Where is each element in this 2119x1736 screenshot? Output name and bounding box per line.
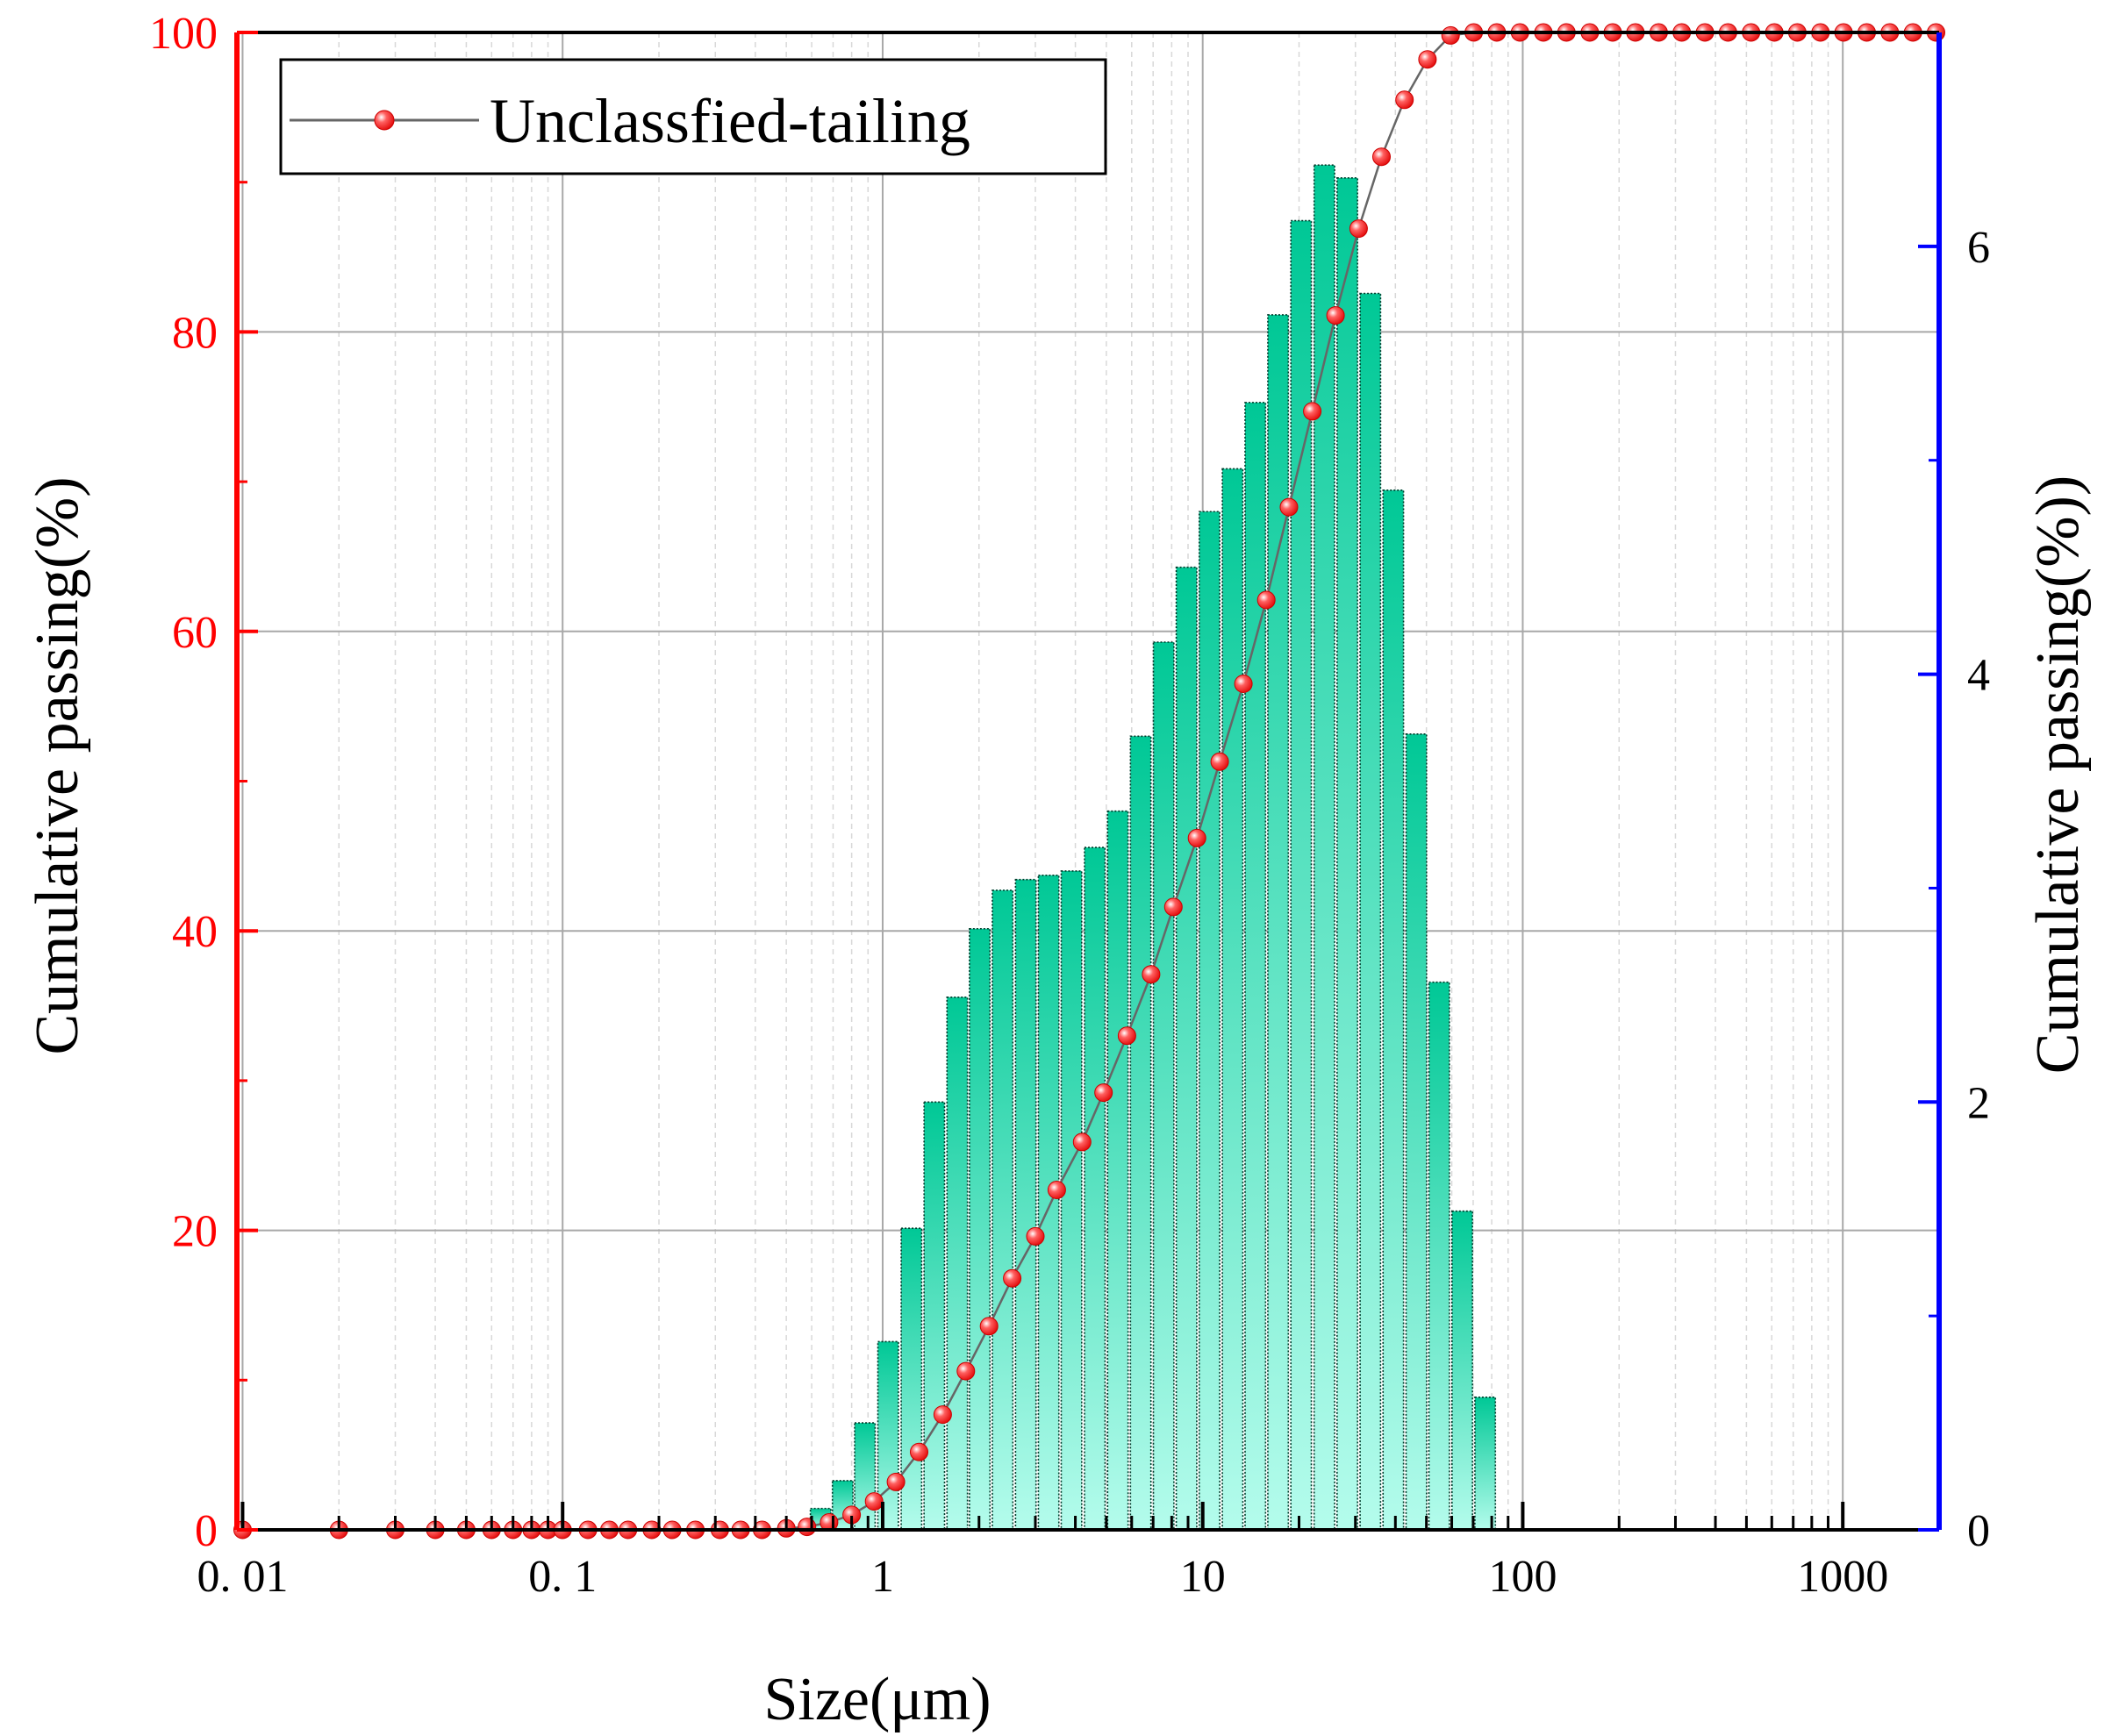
- data-point: [1026, 1226, 1045, 1246]
- data-point: [1094, 1083, 1113, 1103]
- data-point: [933, 1405, 952, 1425]
- bar: [1084, 847, 1106, 1531]
- data-point: [1142, 965, 1161, 984]
- bar: [1428, 981, 1450, 1531]
- bar: [1152, 641, 1175, 1531]
- bar: [1175, 566, 1198, 1531]
- right-tick-label: 6: [1967, 223, 1990, 273]
- data-point: [1303, 402, 1322, 421]
- data-point: [1234, 675, 1253, 693]
- data-point: [1372, 147, 1391, 167]
- data-point: [798, 1518, 817, 1537]
- right-tick-label: 4: [1967, 651, 1990, 701]
- data-point: [1210, 752, 1229, 771]
- data-point: [1163, 897, 1183, 917]
- bar: [923, 1101, 946, 1531]
- bar: [1037, 874, 1060, 1531]
- legend-box: [279, 58, 1107, 175]
- bar: [1060, 870, 1083, 1531]
- bar: [1359, 292, 1382, 1531]
- data-point: [886, 1472, 906, 1491]
- bar: [1313, 164, 1335, 1531]
- legend-marker: [374, 110, 395, 131]
- bar: [1336, 177, 1358, 1531]
- data-point: [910, 1442, 928, 1461]
- x-tick-label: 0. 1: [528, 1552, 597, 1602]
- data-point: [1395, 90, 1414, 110]
- bar: [1267, 314, 1290, 1531]
- x-tick-label: 100: [1488, 1552, 1557, 1602]
- data-point: [1441, 25, 1460, 45]
- bar-series: [809, 164, 1497, 1531]
- data-point: [956, 1361, 976, 1381]
- bar: [1474, 1397, 1497, 1531]
- left-tick-label: 80: [172, 308, 218, 358]
- right-tick-label: 2: [1967, 1078, 1990, 1128]
- x-axis-title: Size(μm): [763, 1666, 991, 1733]
- bar: [1014, 878, 1037, 1531]
- x-tick-label: 1: [871, 1552, 894, 1602]
- bar: [1129, 735, 1152, 1531]
- left-tick-label: 0: [195, 1506, 218, 1556]
- data-point: [1349, 219, 1368, 239]
- bar: [1221, 468, 1244, 1531]
- x-tick-label: 1000: [1797, 1552, 1888, 1602]
- left-tick-label: 100: [149, 9, 218, 59]
- data-point: [1072, 1132, 1092, 1152]
- data-point: [1279, 497, 1299, 517]
- bar: [1382, 489, 1405, 1531]
- right-tick-label: 0: [1967, 1506, 1990, 1556]
- data-point: [1117, 1026, 1136, 1046]
- legend-label: Unclassfied-tailing: [490, 86, 970, 156]
- data-point: [1003, 1268, 1022, 1288]
- bar: [1405, 733, 1428, 1531]
- bar: [946, 996, 969, 1531]
- data-point: [1326, 306, 1345, 325]
- x-tick-label: 10: [1180, 1552, 1226, 1602]
- left-tick-label: 40: [172, 907, 218, 957]
- data-point: [979, 1317, 999, 1336]
- legend: Unclassfied-tailing: [279, 58, 1107, 175]
- bar: [991, 889, 1014, 1531]
- bar: [1106, 810, 1129, 1531]
- x-tick-label: 0. 01: [197, 1552, 288, 1602]
- data-point: [864, 1492, 884, 1511]
- data-point: [1256, 590, 1276, 610]
- data-point: [1187, 828, 1206, 847]
- bar: [1244, 402, 1267, 1531]
- bar: [1198, 511, 1221, 1531]
- left-tick-label: 60: [172, 608, 218, 658]
- left-y-axis-title: Cumulative passing(%): [24, 476, 91, 1054]
- data-point: [1047, 1181, 1066, 1199]
- bar: [1290, 219, 1313, 1531]
- bar: [1451, 1210, 1473, 1531]
- bar: [969, 927, 991, 1531]
- left-tick-label: 20: [172, 1207, 218, 1257]
- data-point: [1418, 50, 1437, 69]
- right-y-axis-title: Cumulative passing(%)): [2024, 475, 2092, 1074]
